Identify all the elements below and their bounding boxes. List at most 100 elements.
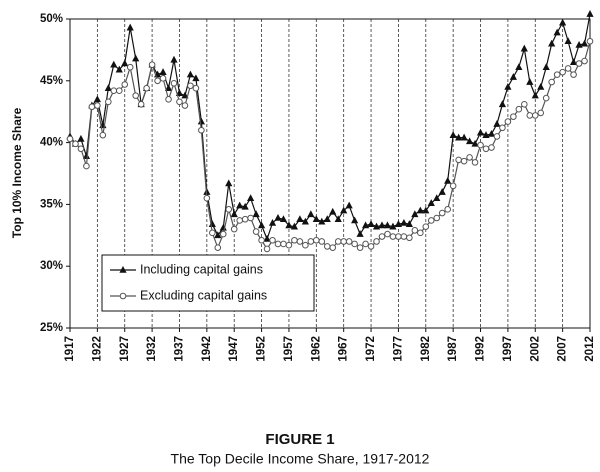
x-tick-label: 1932 bbox=[146, 336, 158, 362]
data-point bbox=[192, 84, 200, 92]
data-point bbox=[564, 37, 572, 45]
x-tick-label: 1962 bbox=[310, 336, 322, 362]
data-point bbox=[77, 134, 85, 142]
y-tick-label: 50% bbox=[40, 13, 63, 25]
data-point bbox=[165, 96, 172, 103]
data-point bbox=[476, 128, 485, 136]
data-point bbox=[400, 218, 408, 226]
data-point bbox=[236, 201, 244, 209]
data-point bbox=[455, 156, 462, 164]
data-point bbox=[181, 91, 189, 99]
data-point bbox=[586, 10, 594, 17]
data-point bbox=[115, 87, 123, 94]
data-point bbox=[187, 82, 194, 90]
plot-frame bbox=[69, 18, 591, 329]
data-point bbox=[493, 133, 501, 140]
x-tick-label: 1982 bbox=[420, 336, 432, 362]
data-point bbox=[329, 244, 337, 251]
data-point bbox=[94, 102, 101, 109]
data-point bbox=[373, 238, 380, 245]
data-point bbox=[564, 65, 572, 72]
data-point bbox=[132, 92, 139, 99]
data-point bbox=[471, 139, 479, 147]
data-point bbox=[285, 241, 293, 249]
data-point bbox=[192, 74, 200, 82]
data-point bbox=[422, 206, 430, 214]
data-point bbox=[570, 71, 577, 78]
data-point bbox=[258, 236, 265, 244]
data-point bbox=[209, 229, 216, 237]
data-point bbox=[372, 222, 381, 230]
data-point bbox=[482, 131, 490, 138]
x-tick-label: 1992 bbox=[475, 336, 487, 362]
data-point bbox=[268, 218, 277, 226]
data-point bbox=[121, 59, 129, 67]
x-tick-label: 1977 bbox=[392, 336, 404, 362]
data-point bbox=[411, 227, 419, 234]
data-point bbox=[460, 157, 468, 165]
data-point bbox=[274, 240, 282, 248]
legend-label: Including capital gains bbox=[140, 262, 263, 276]
data-point bbox=[351, 216, 359, 224]
data-point bbox=[170, 55, 178, 63]
data-point bbox=[208, 220, 216, 227]
x-tick-label: 1927 bbox=[119, 336, 131, 362]
data-point bbox=[389, 233, 397, 240]
data-point bbox=[575, 60, 583, 67]
data-point bbox=[99, 131, 107, 139]
x-tick-label: 1997 bbox=[502, 336, 514, 362]
legend-marker bbox=[119, 292, 127, 300]
data-point bbox=[498, 100, 507, 108]
data-point bbox=[329, 207, 337, 215]
data-point bbox=[318, 238, 326, 245]
data-point bbox=[159, 68, 167, 75]
data-point bbox=[581, 57, 588, 65]
legend-box bbox=[101, 254, 315, 312]
data-point bbox=[438, 188, 446, 195]
data-point bbox=[214, 231, 222, 239]
data-point bbox=[499, 124, 506, 132]
x-tick-label: 2012 bbox=[584, 336, 596, 362]
data-point bbox=[323, 215, 331, 223]
data-point bbox=[280, 240, 287, 248]
data-point bbox=[214, 244, 222, 251]
data-point bbox=[433, 214, 441, 222]
data-point bbox=[176, 98, 183, 106]
y-tick-label: 30% bbox=[40, 260, 63, 272]
data-point bbox=[504, 118, 512, 125]
data-point bbox=[509, 73, 517, 80]
data-point bbox=[290, 222, 299, 230]
data-point bbox=[241, 202, 249, 210]
data-point bbox=[548, 78, 555, 86]
data-point bbox=[580, 39, 589, 47]
data-point bbox=[291, 236, 298, 244]
data-point bbox=[219, 223, 227, 231]
data-point bbox=[279, 215, 288, 223]
data-point bbox=[170, 79, 178, 87]
data-point bbox=[455, 133, 463, 141]
series-line bbox=[69, 41, 591, 251]
data-point bbox=[465, 137, 474, 145]
data-point bbox=[230, 225, 238, 233]
data-point bbox=[72, 140, 79, 148]
y-tick-label: 40% bbox=[40, 137, 63, 149]
data-point bbox=[586, 37, 594, 45]
x-tick-label: 1987 bbox=[447, 336, 459, 362]
data-point bbox=[247, 214, 254, 222]
data-point bbox=[449, 182, 457, 190]
data-point bbox=[132, 54, 140, 62]
data-point bbox=[197, 117, 205, 125]
data-point bbox=[219, 230, 227, 238]
data-point bbox=[198, 126, 205, 134]
y-tick-label: 45% bbox=[40, 75, 63, 87]
chart-title: FIGURE 1 bbox=[265, 431, 334, 448]
data-point bbox=[225, 179, 233, 187]
data-point bbox=[515, 105, 523, 113]
data-point bbox=[312, 215, 320, 223]
data-point bbox=[313, 236, 320, 244]
data-point bbox=[296, 215, 304, 223]
data-point bbox=[569, 58, 578, 66]
data-point bbox=[395, 233, 402, 240]
data-point bbox=[427, 199, 435, 206]
data-point bbox=[521, 100, 528, 108]
